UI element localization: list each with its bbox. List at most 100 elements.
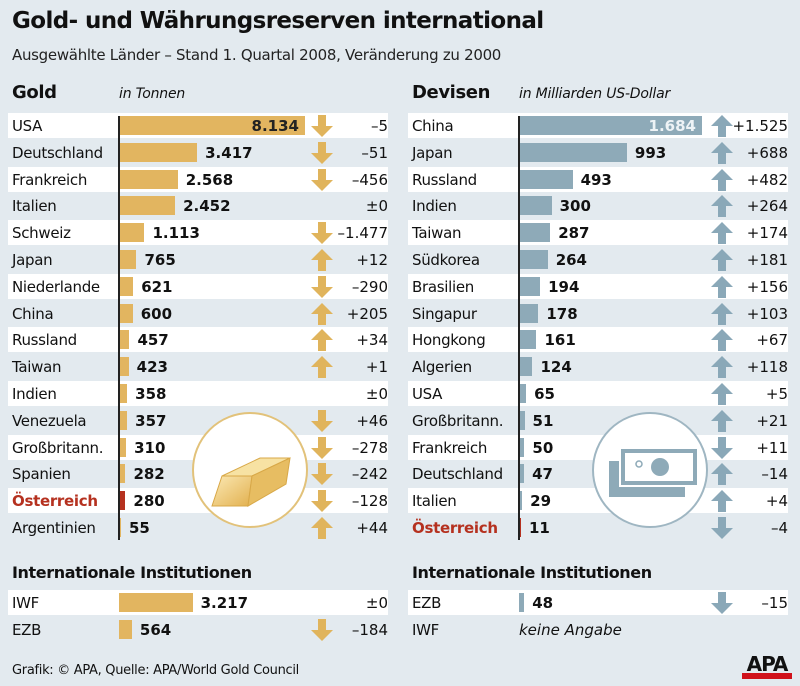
change-label: –128 <box>351 492 388 511</box>
table-row: USA 65 +5 <box>408 381 788 406</box>
table-row: Deutschland 3.417 –51 <box>8 140 388 165</box>
row-label: EZB <box>412 594 442 612</box>
table-row: Hongkong 161 +67 <box>408 327 788 353</box>
value-label: 2.452 <box>183 197 231 216</box>
table-row: Österreich 280 –128 <box>8 488 388 514</box>
value-label: 124 <box>540 358 572 377</box>
value-label: 264 <box>555 251 587 269</box>
bar-mark <box>519 169 573 189</box>
arrow-down-icon <box>311 618 333 641</box>
change-label: –4 <box>770 519 788 537</box>
arrow-up-icon <box>711 409 733 432</box>
change-label: ±0 <box>365 197 388 216</box>
arrow-down-icon <box>711 591 733 614</box>
value-label: 287 <box>558 224 590 243</box>
row-label: Deutschland <box>12 143 103 162</box>
row-label: Brasilien <box>412 277 475 296</box>
row-label: Japan <box>412 143 453 162</box>
change-label: +156 <box>746 277 788 296</box>
bar-mark <box>119 169 178 189</box>
arrow-up-icon <box>711 275 733 298</box>
table-row: Russland 493 +482 <box>408 166 788 192</box>
table-row: Russland 457 +34 <box>8 327 388 353</box>
devisen-institutions-title: Internationale Institutionen <box>412 563 652 582</box>
change-label: +46 <box>356 411 388 430</box>
bar-mark <box>119 116 305 135</box>
bar-mark <box>519 196 552 216</box>
value-label: 621 <box>141 277 173 296</box>
arrow-up-icon <box>311 328 333 352</box>
gold-panel: USA 8.134 –5 Deutschland 3.417 –51 Frankreich 2… <box>8 0 388 686</box>
value-label: 47 <box>532 465 553 484</box>
arrow-down-icon <box>311 436 333 459</box>
bar-mark <box>119 250 137 269</box>
bar-mark <box>119 142 198 162</box>
banknotes-icon <box>592 412 708 528</box>
table-row: Südkorea 264 +181 <box>408 247 788 272</box>
table-row: Italien 2.452 ±0 <box>8 193 388 218</box>
bar-mark <box>119 464 126 484</box>
table-row: IWF 3.217 ±0 <box>8 590 388 615</box>
change-label: ±0 <box>365 385 388 403</box>
arrow-down-icon <box>311 221 333 245</box>
bar-mark <box>519 357 533 377</box>
row-label: Großbritann. <box>412 411 504 430</box>
change-label: +11 <box>756 438 788 457</box>
arrow-down-icon <box>311 489 333 513</box>
bar-mark <box>519 276 541 296</box>
change-label: +1.525 <box>732 117 788 135</box>
change-label: –51 <box>361 143 388 162</box>
change-label: –15 <box>761 594 788 612</box>
arrow-up-icon <box>711 328 733 352</box>
arrow-up-icon <box>711 114 733 137</box>
change-label: +21 <box>756 411 788 430</box>
table-row: Großbritann. 51 +21 <box>408 408 788 433</box>
row-label: IWF <box>412 620 439 639</box>
row-label: Deutschland <box>412 465 503 484</box>
row-label: Indien <box>12 385 57 403</box>
table-row: China 600 +205 <box>8 301 388 326</box>
bar-mark <box>519 223 551 243</box>
bar-mark <box>119 303 133 323</box>
row-label: IWF <box>12 594 39 612</box>
value-label: 48 <box>532 594 554 612</box>
change-label: –184 <box>351 620 388 639</box>
value-label: 765 <box>144 251 176 269</box>
value-label: 3.417 <box>205 143 253 162</box>
bar-mark <box>119 518 121 537</box>
change-label: +67 <box>756 331 788 350</box>
change-label: +44 <box>356 519 388 537</box>
value-label: 8.134 <box>251 117 299 135</box>
table-row: Indien 300 +264 <box>408 193 788 218</box>
value-label: 11 <box>529 519 550 537</box>
bar-mark <box>519 142 627 162</box>
arrow-down-icon <box>311 114 333 137</box>
value-label: 280 <box>133 492 165 511</box>
value-label: 50 <box>532 438 554 457</box>
row-label: China <box>412 117 454 135</box>
devisen-unit-label: in Milliarden US-Dollar <box>519 86 671 102</box>
row-label: Russland <box>12 331 77 350</box>
value-label: 178 <box>546 304 578 323</box>
arrow-down-icon <box>711 436 733 459</box>
devisen-section-title: Devisen <box>412 82 490 103</box>
table-row: Algerien 124 +118 <box>408 354 788 379</box>
devisen-panel: China 1.684 +1.525 Japan 993 +688 Russland 493 +… <box>408 0 788 686</box>
row-label: Singapur <box>412 304 477 323</box>
table-row: Taiwan 423 +1 <box>8 354 388 379</box>
change-label: +12 <box>356 251 388 269</box>
row-label: Schweiz <box>12 224 71 243</box>
source-note: Grafik: © APA, Quelle: APA/World Gold Co… <box>12 663 299 678</box>
arrow-up-icon <box>711 221 733 245</box>
value-label: 423 <box>136 358 168 377</box>
row-label: EZB <box>12 620 42 639</box>
change-label: +174 <box>746 224 788 243</box>
row-label: Algerien <box>412 358 472 377</box>
row-label: Hongkong <box>412 331 486 350</box>
row-label: Japan <box>12 251 53 269</box>
value-label: 51 <box>532 411 554 430</box>
change-label: +205 <box>346 304 388 323</box>
bar-mark <box>119 276 134 296</box>
table-row: Japan 765 +12 <box>8 247 388 272</box>
table-row: Singapur 178 +103 <box>408 301 788 326</box>
